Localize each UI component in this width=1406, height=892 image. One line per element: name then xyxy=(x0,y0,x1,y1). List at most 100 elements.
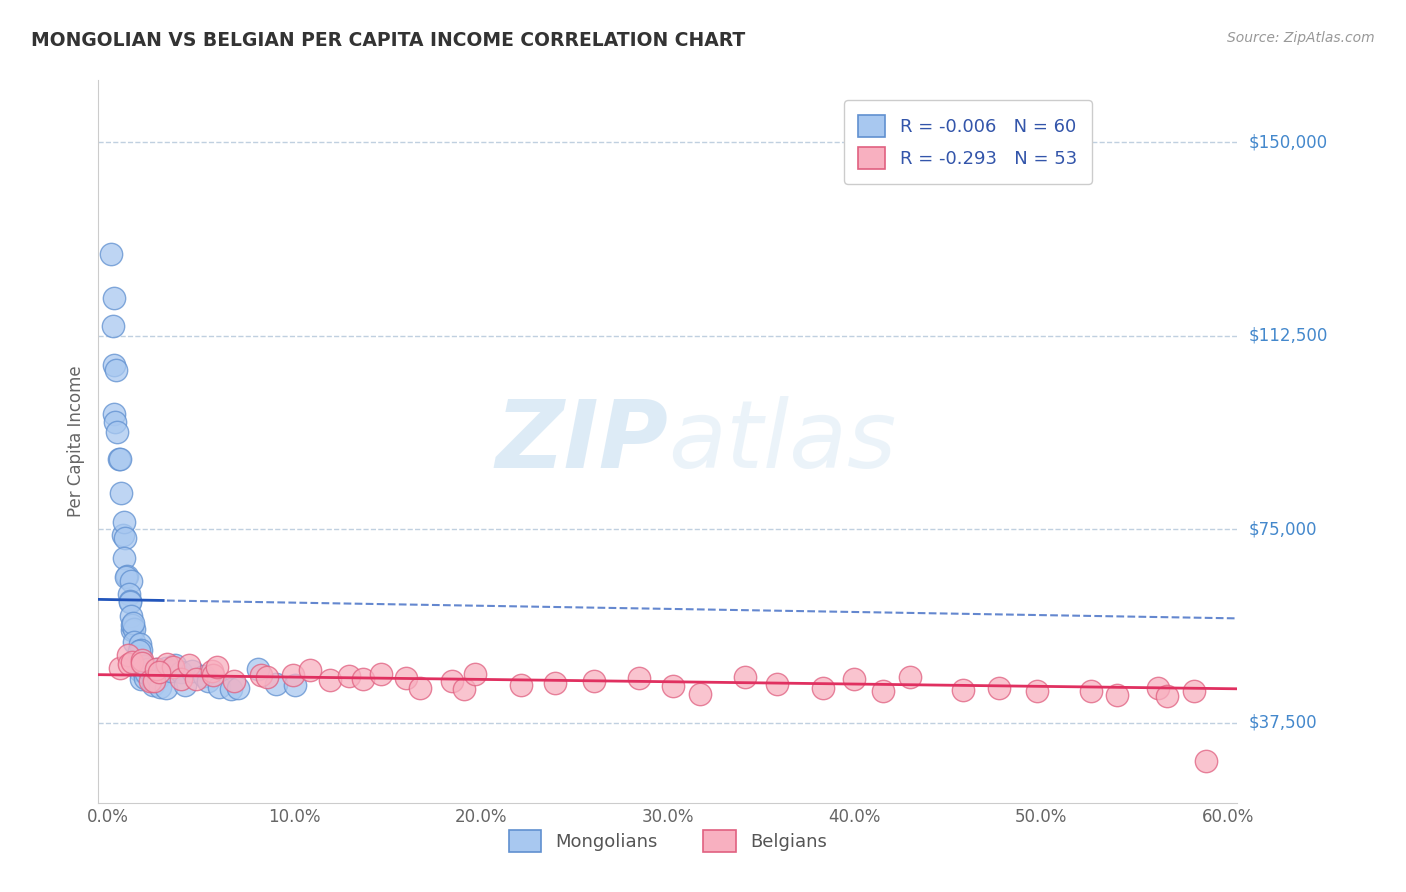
Point xyxy=(163,658,186,673)
Point xyxy=(129,672,152,686)
Point xyxy=(118,587,141,601)
Point xyxy=(105,425,128,440)
Point xyxy=(201,664,224,678)
Point xyxy=(104,415,127,429)
Point xyxy=(103,291,125,305)
Point xyxy=(226,681,249,695)
Point xyxy=(117,657,139,671)
Text: $112,500: $112,500 xyxy=(1249,326,1327,344)
Text: MONGOLIAN VS BELGIAN PER CAPITA INCOME CORRELATION CHART: MONGOLIAN VS BELGIAN PER CAPITA INCOME C… xyxy=(31,31,745,50)
Point xyxy=(170,673,193,687)
Point xyxy=(184,672,207,686)
Point xyxy=(120,574,142,589)
Point xyxy=(103,358,125,372)
Point xyxy=(138,673,160,688)
Point xyxy=(1025,683,1047,698)
Text: Source: ZipAtlas.com: Source: ZipAtlas.com xyxy=(1227,31,1375,45)
Point xyxy=(114,531,136,545)
Point xyxy=(104,363,127,377)
Point xyxy=(134,659,156,673)
Point xyxy=(318,673,340,688)
Point xyxy=(689,687,711,701)
Point xyxy=(121,618,143,632)
Point xyxy=(208,680,231,694)
Point xyxy=(193,668,215,682)
Text: $37,500: $37,500 xyxy=(1249,714,1317,731)
Point xyxy=(543,675,565,690)
Point xyxy=(988,681,1011,695)
Point xyxy=(281,668,304,682)
Point xyxy=(1147,681,1170,695)
Point xyxy=(249,667,271,681)
Point xyxy=(128,663,150,677)
Point xyxy=(155,661,177,675)
Point xyxy=(100,247,122,261)
Point xyxy=(128,644,150,658)
Point xyxy=(117,648,139,662)
Point xyxy=(136,662,159,676)
Point xyxy=(132,665,155,680)
Point xyxy=(1195,754,1218,768)
Point xyxy=(142,673,165,688)
Point xyxy=(110,486,132,500)
Point xyxy=(224,674,246,689)
Point xyxy=(264,676,287,690)
Point xyxy=(128,649,150,664)
Legend: Mongolians, Belgians: Mongolians, Belgians xyxy=(502,822,834,859)
Point xyxy=(872,683,894,698)
Point xyxy=(112,515,135,529)
Point xyxy=(149,680,172,694)
Point xyxy=(120,594,142,608)
Point xyxy=(160,664,183,678)
Point xyxy=(120,608,142,623)
Point xyxy=(256,670,278,684)
Point xyxy=(148,665,170,679)
Point xyxy=(142,674,165,689)
Point xyxy=(628,671,651,685)
Text: $150,000: $150,000 xyxy=(1249,133,1327,152)
Point xyxy=(145,662,167,676)
Point xyxy=(134,671,156,685)
Point xyxy=(131,656,153,670)
Point xyxy=(453,682,475,697)
Point xyxy=(844,672,866,686)
Point xyxy=(197,674,219,689)
Point xyxy=(1156,689,1178,703)
Point xyxy=(101,318,124,333)
Point xyxy=(952,683,974,698)
Point xyxy=(662,680,685,694)
Text: $75,000: $75,000 xyxy=(1249,520,1317,538)
Point xyxy=(146,662,169,676)
Point xyxy=(284,678,307,692)
Point xyxy=(1182,684,1205,698)
Text: ZIP: ZIP xyxy=(495,395,668,488)
Point xyxy=(131,643,153,657)
Point xyxy=(121,624,143,638)
Point xyxy=(583,674,606,689)
Point xyxy=(115,570,138,584)
Point xyxy=(766,677,789,691)
Point xyxy=(177,657,200,672)
Point xyxy=(122,615,145,630)
Point xyxy=(121,656,143,670)
Point xyxy=(108,661,131,675)
Point xyxy=(201,667,224,681)
Point xyxy=(118,595,141,609)
Y-axis label: Per Capita Income: Per Capita Income xyxy=(66,366,84,517)
Point xyxy=(155,681,177,695)
Point xyxy=(107,452,129,467)
Point xyxy=(170,665,193,680)
Point xyxy=(112,528,135,542)
Point xyxy=(162,660,184,674)
Point xyxy=(246,662,269,676)
Point xyxy=(395,671,418,685)
Point xyxy=(207,660,229,674)
Point xyxy=(142,670,165,684)
Point xyxy=(370,666,392,681)
Point xyxy=(219,682,242,697)
Point xyxy=(510,678,533,692)
Point xyxy=(131,653,153,667)
Point xyxy=(811,681,834,696)
Point xyxy=(122,635,145,649)
Point xyxy=(898,670,921,684)
